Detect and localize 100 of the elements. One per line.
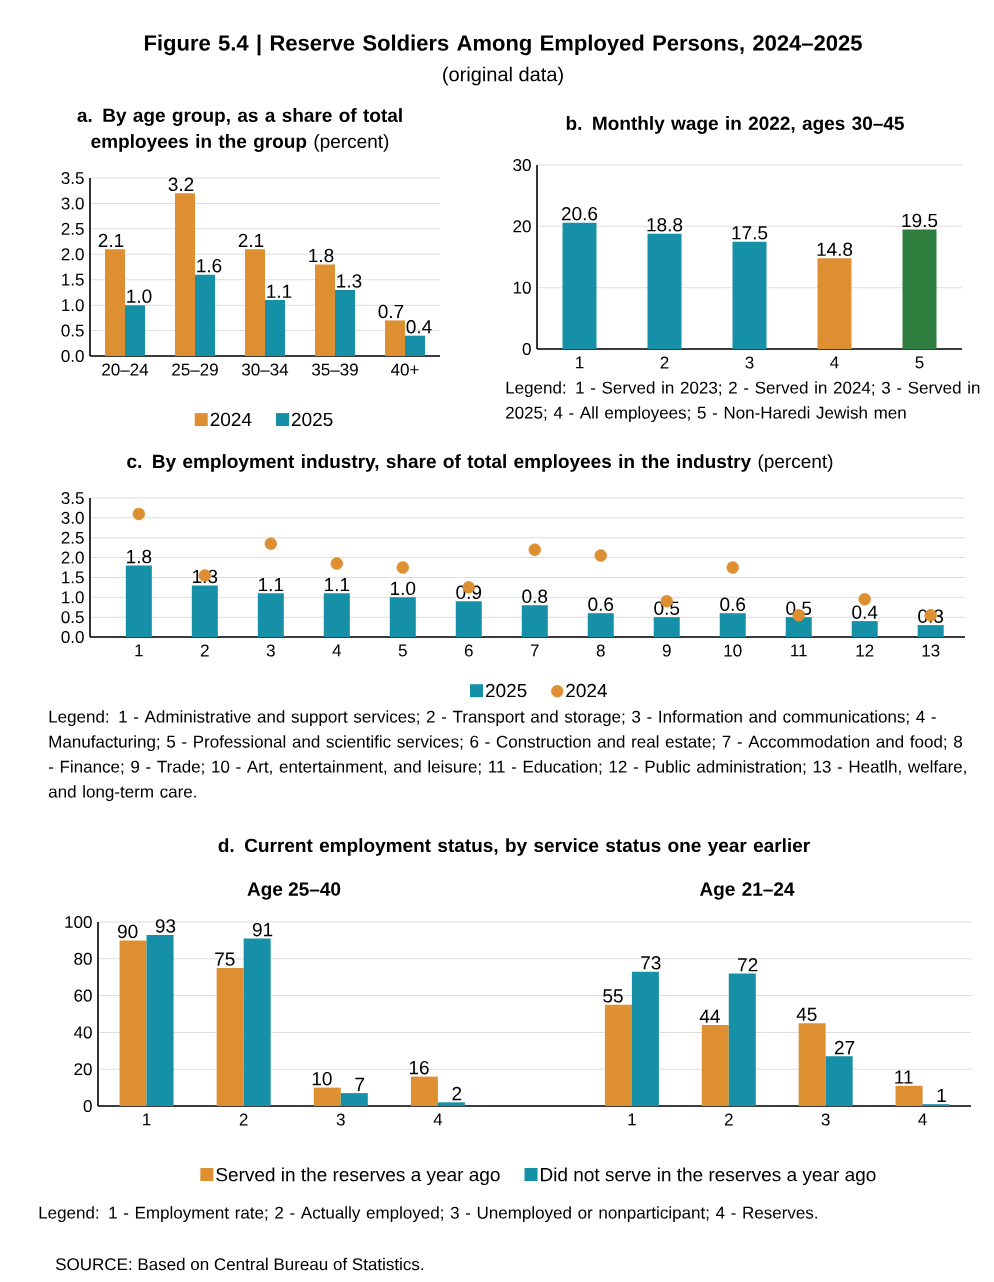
x-tick-label: 5 <box>915 356 924 369</box>
bar <box>604 1004 632 1107</box>
bar <box>647 233 682 349</box>
point <box>396 561 409 574</box>
data-label: 1 <box>937 1088 946 1102</box>
bar <box>817 258 852 349</box>
x-tick-label: 2 <box>724 1113 733 1126</box>
data-label: 18.8 <box>647 218 683 232</box>
x-tick-label: 5 <box>398 644 407 657</box>
data-label: 1.8 <box>127 549 152 564</box>
bar <box>732 241 767 349</box>
bar <box>243 938 271 1107</box>
data-label: 7 <box>355 1077 365 1091</box>
data-label: 93 <box>155 919 176 933</box>
bar <box>119 940 147 1107</box>
x-tick-label: 8 <box>596 644 605 657</box>
data-label: 1.6 <box>197 258 222 273</box>
data-label: 2.1 <box>238 233 264 248</box>
y-tick-label: 3.0 <box>61 197 84 210</box>
text: Figure 5.4 | Reserve Soldiers Among Employed Persons, 2024–2025 <box>144 34 862 56</box>
y-tick-label: 100 <box>65 915 92 929</box>
data-label: 0.7 <box>378 304 404 319</box>
chart-title: d. Current employment status, by service status one year earlier <box>218 838 810 856</box>
bar <box>323 593 350 638</box>
x-tick-label: 3 <box>821 1113 830 1126</box>
data-label: 0.6 <box>720 597 746 611</box>
bar <box>125 565 152 638</box>
data-label: 16 <box>409 1060 429 1075</box>
y-tick-label: 1.0 <box>62 299 84 312</box>
data-label: 0.4 <box>852 605 878 619</box>
bar <box>825 1056 853 1107</box>
bar <box>389 597 416 638</box>
data-label: 1.1 <box>259 578 284 592</box>
x-tick-label: 20–24 <box>102 363 149 376</box>
legend-label: 2025 <box>291 412 333 427</box>
data-label: 90 <box>117 924 138 939</box>
point <box>330 557 343 570</box>
y-tick-label: 20 <box>513 220 531 233</box>
bar <box>587 613 614 638</box>
x-tick-label: 4 <box>918 1113 927 1126</box>
data-label: 20.6 <box>561 207 598 221</box>
bar <box>216 968 244 1107</box>
data-label: 44 <box>699 1009 720 1023</box>
bar <box>385 320 405 357</box>
data-label: 11 <box>895 1070 913 1084</box>
y-tick-label: 3.5 <box>61 171 84 185</box>
data-label: 45 <box>796 1007 817 1022</box>
bar <box>410 1076 438 1107</box>
bar <box>191 585 218 638</box>
bar <box>631 971 659 1107</box>
bar <box>917 625 944 638</box>
bar <box>701 1025 729 1107</box>
text: (original data) <box>443 66 563 86</box>
point <box>132 507 146 521</box>
y-tick-label: 30 <box>513 158 531 172</box>
legend-label: 2024 <box>210 412 252 427</box>
point <box>858 593 871 606</box>
bar <box>851 621 878 638</box>
x-tick-label: 3 <box>266 644 275 657</box>
text: Legend: 1 - Served in 2023; 2 - Served in 2024; 3 - Served in 2025; 4 - All employees; 5 - Non-Haredi Jewish men <box>506 381 980 423</box>
legend-label: 2024 <box>566 683 607 698</box>
data-label: 17.5 <box>732 226 768 240</box>
y-tick-label: 3.5 <box>61 491 84 505</box>
legend-label: Served in the reserves a year ago <box>216 1167 500 1186</box>
y-tick-label: 2.0 <box>61 248 84 261</box>
data-label: 2 <box>452 1086 462 1101</box>
x-tick-label: 9 <box>662 644 671 657</box>
bar <box>719 613 746 638</box>
bar <box>313 1087 341 1107</box>
x-tick-label: 1 <box>628 1113 636 1126</box>
x-tick-label: 3 <box>745 356 754 369</box>
point <box>528 543 541 556</box>
x-tick-label: 4 <box>433 1113 443 1126</box>
x-tick-label: 2 <box>200 644 209 657</box>
y-tick-label: 1.5 <box>62 273 84 286</box>
data-label: 1.0 <box>127 289 152 303</box>
data-label: 0.4 <box>406 320 432 334</box>
data-label: 75 <box>215 952 235 966</box>
data-label: 0.5 <box>654 601 680 615</box>
x-tick-label: 1 <box>135 644 143 657</box>
x-tick-label: 4 <box>332 644 342 657</box>
legend-label: Did not serve in the reserves a year ago <box>541 1167 876 1186</box>
bar <box>195 274 215 357</box>
data-label: 91 <box>252 922 273 937</box>
bar <box>146 934 174 1107</box>
y-tick-label: 1.5 <box>62 571 84 584</box>
x-tick-label: 3 <box>336 1113 345 1126</box>
x-tick-label: 7 <box>530 644 539 657</box>
y-tick-label: 0.5 <box>61 324 84 337</box>
chart-title: c. By employment industry, share of total employees in the industry (percent) <box>127 454 833 472</box>
point <box>726 561 739 574</box>
bar <box>257 593 284 638</box>
x-tick-label: 1 <box>143 1113 151 1126</box>
bar <box>105 249 125 357</box>
x-tick-label: 4 <box>830 356 839 369</box>
bar <box>653 617 680 638</box>
bar <box>895 1085 923 1107</box>
y-tick-label: 2.0 <box>61 551 84 564</box>
data-label: 1.1 <box>325 578 350 592</box>
y-tick-label: 10 <box>513 281 531 294</box>
